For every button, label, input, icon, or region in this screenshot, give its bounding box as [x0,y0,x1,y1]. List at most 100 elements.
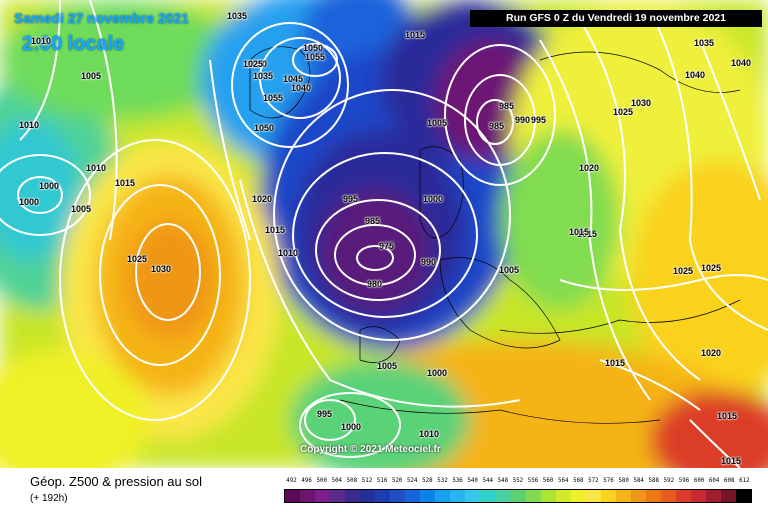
scale-label: 504 [331,478,343,484]
isobar-label: 1005 [71,204,92,214]
scale-swatch [555,490,571,502]
scale-label: 520 [391,478,403,484]
scale-label: 508 [346,478,358,484]
scale-label: 576 [603,478,614,484]
scale-label: 564 [557,478,569,484]
isobar-label: 985 [499,101,515,111]
isobar-label: 1050 [303,43,324,53]
scale-swatch [360,490,376,502]
scale-swatch [495,490,511,502]
isobar-label: 1010 [86,163,107,173]
isobar-label: 1015 [717,411,738,421]
map-canvas [0,0,768,468]
scale-swatch [585,490,601,502]
scale-label: 608 [724,478,735,484]
isobar-label: 995 [343,194,359,204]
isobar-label: 1015 [569,227,590,237]
scale-swatch [420,490,436,502]
scale-label: 568 [573,478,584,484]
chart-title: Géop. Z500 & pression au sol [30,474,202,489]
isobar-label: 1005 [427,118,448,128]
isobar-label: 995 [317,409,333,419]
scale-label: 532 [437,478,448,484]
scale-swatch [645,490,661,502]
scale-label: 524 [407,478,418,484]
isobar-label: 985 [489,121,505,131]
scale-label: 584 [633,478,644,484]
color-scale-labels: 492 496 500 504 508 512 516 520 524 528 532 536 540 5… [284,478,752,488]
isobar-label: 1030 [247,59,268,69]
isobar-label: 1000 [427,368,448,378]
isobar-label: 1005 [81,71,102,81]
scale-swatch [435,490,451,502]
isobar-label: 985 [365,216,381,226]
isobar-label: 1005 [499,265,520,275]
scale-swatch [510,490,526,502]
isobar-label: 1035 [694,38,715,48]
scale-swatch [660,490,676,502]
scale-swatch [300,490,316,502]
isobar-label: 1000 [423,194,444,204]
scale-swatch [615,490,631,502]
isobar-label: 1015 [577,229,598,239]
isobar-label: 1010 [419,429,440,439]
scale-swatch [720,490,736,502]
scale-swatch [465,490,481,502]
scale-label: 612 [739,478,750,484]
scale-label: 556 [527,478,539,484]
scale-label: 600 [693,478,705,484]
scale-label: 500 [316,478,327,484]
isobar-label: 1010 [278,248,299,258]
isobar-label: 995 [531,115,547,125]
isobar-label: 975 [379,241,395,251]
isobar-label: 1045 [283,74,304,84]
isobar-label: 1005 [377,361,398,371]
scale-label: 492 [286,478,297,484]
isobar-label: 990 [515,115,531,125]
isobar-label: 1020 [252,194,273,204]
scale-swatch [330,490,346,502]
isobar-label: 1025 [243,59,264,69]
isobar-label: 1030 [151,264,172,274]
isobars [0,0,768,468]
scale-label: 548 [497,478,509,484]
scale-label: 580 [618,478,629,484]
isobar-label: 1035 [227,11,248,21]
scale-label: 596 [678,478,690,484]
forecast-lead: (+ 192h) [30,493,68,504]
weather-map: Samedi 27 novembre 2021 2:00 locale Run … [0,0,768,468]
isobar-label: 1010 [19,120,40,130]
scale-label: 588 [648,478,660,484]
isobar-label: 1015 [721,456,742,466]
isobar-label: 1040 [731,58,752,68]
isobar-label: 1040 [685,70,706,80]
scale-swatch [285,490,301,502]
local-time: 2:00 locale [22,33,125,55]
scale-swatch [690,490,706,502]
scale-label: 536 [452,478,463,484]
isobar-label: 1015 [605,358,626,368]
color-scale-legend: 492 496 500 504 508 512 516 520 524 528 532 536 540 5… [284,478,752,508]
isobar-label: 1010 [31,36,52,46]
isobar-label: 1025 [673,266,694,276]
isobar-label: 1025 [127,254,148,264]
scale-label: 512 [361,478,373,484]
scale-label: 604 [708,478,720,484]
isobar-label: 1015 [405,30,426,40]
scale-label: 544 [482,478,493,484]
isobar-label: 1025 [701,263,722,273]
isobar-label: 1055 [263,93,284,103]
scale-label: 552 [512,478,524,484]
isobar-label: 980 [367,279,383,289]
scale-swatch [675,490,691,502]
isobar-label: 990 [421,257,437,267]
color-scale-bar [284,489,752,503]
scale-swatch [570,490,586,502]
scale-swatch [525,490,541,502]
isobar-label: 1035 [253,71,274,81]
scale-label: 516 [376,478,388,484]
run-info-banner: Run GFS 0 Z du Vendredi 19 novembre 2021 [470,10,762,27]
scale-swatch [450,490,466,502]
scale-swatch [390,490,406,502]
forecast-date: Samedi 27 novembre 2021 [14,10,190,26]
